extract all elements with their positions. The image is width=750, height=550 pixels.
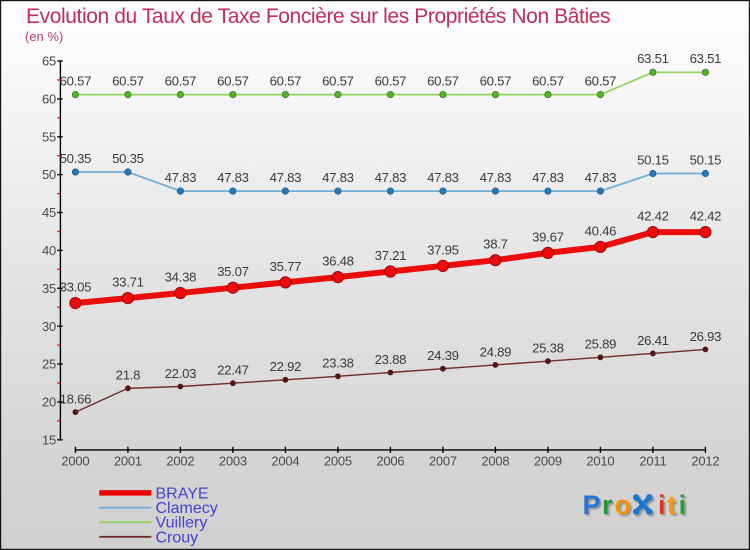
- svg-text:2004: 2004: [271, 454, 299, 469]
- svg-text:47.83: 47.83: [585, 170, 617, 185]
- svg-text:20: 20: [42, 395, 56, 410]
- svg-text:63.51: 63.51: [690, 51, 722, 66]
- svg-text:60.57: 60.57: [112, 74, 144, 89]
- svg-text:37.95: 37.95: [427, 242, 459, 257]
- svg-text:BRAYE: BRAYE: [156, 485, 209, 502]
- svg-text:42.42: 42.42: [637, 209, 669, 224]
- svg-text:Vuillery: Vuillery: [156, 515, 208, 532]
- svg-text:42.42: 42.42: [690, 209, 722, 224]
- svg-text:35: 35: [42, 281, 56, 296]
- svg-text:2005: 2005: [324, 454, 352, 469]
- svg-text:47.83: 47.83: [322, 170, 354, 185]
- svg-text:39.67: 39.67: [532, 229, 564, 244]
- svg-text:47.83: 47.83: [480, 170, 512, 185]
- svg-text:23.38: 23.38: [322, 356, 354, 371]
- svg-text:50.15: 50.15: [637, 152, 669, 167]
- svg-text:15: 15: [42, 432, 56, 447]
- svg-text:38.7: 38.7: [483, 237, 507, 252]
- svg-text:22.03: 22.03: [165, 366, 197, 381]
- svg-text:37.21: 37.21: [375, 248, 407, 263]
- svg-text:60: 60: [42, 92, 56, 107]
- svg-text:25.89: 25.89: [585, 337, 617, 352]
- svg-text:25.38: 25.38: [532, 341, 564, 356]
- svg-text:34.38: 34.38: [165, 269, 197, 284]
- svg-text:2006: 2006: [376, 454, 404, 469]
- svg-text:2003: 2003: [219, 454, 247, 469]
- svg-text:40.46: 40.46: [585, 223, 617, 238]
- svg-text:21.8: 21.8: [116, 368, 140, 383]
- svg-text:35.77: 35.77: [270, 259, 302, 274]
- svg-text:26.41: 26.41: [637, 333, 669, 348]
- svg-text:25: 25: [42, 357, 56, 372]
- svg-text:26.93: 26.93: [690, 329, 722, 344]
- svg-text:18.66: 18.66: [60, 392, 92, 407]
- svg-text:o: o: [615, 490, 632, 520]
- svg-text:2000: 2000: [61, 454, 89, 469]
- svg-text:2002: 2002: [166, 454, 194, 469]
- svg-text:50.15: 50.15: [690, 152, 722, 167]
- svg-text:Clamecy: Clamecy: [156, 500, 218, 517]
- svg-text:22.47: 22.47: [217, 363, 249, 378]
- svg-text:24.39: 24.39: [427, 348, 459, 363]
- svg-text:33.71: 33.71: [112, 275, 144, 290]
- svg-text:63.51: 63.51: [637, 51, 669, 66]
- svg-text:t: t: [667, 490, 676, 520]
- svg-text:2009: 2009: [534, 454, 562, 469]
- svg-text:i: i: [679, 490, 687, 520]
- svg-text:Evolution du Taux de Taxe Fonc: Evolution du Taux de Taxe Foncière sur l…: [26, 5, 610, 28]
- svg-text:2010: 2010: [586, 454, 614, 469]
- svg-text:60.57: 60.57: [480, 74, 512, 89]
- svg-text:47.83: 47.83: [270, 170, 302, 185]
- svg-text:60.57: 60.57: [270, 74, 302, 89]
- svg-text:47.83: 47.83: [165, 170, 197, 185]
- svg-text:2008: 2008: [481, 454, 509, 469]
- svg-text:P: P: [583, 490, 601, 520]
- svg-text:60.57: 60.57: [375, 74, 407, 89]
- svg-text:2007: 2007: [429, 454, 457, 469]
- svg-text:60.57: 60.57: [532, 74, 564, 89]
- svg-text:45: 45: [42, 205, 56, 220]
- svg-text:47.83: 47.83: [427, 170, 459, 185]
- svg-text:24.89: 24.89: [480, 344, 512, 359]
- svg-text:60.57: 60.57: [585, 74, 617, 89]
- svg-text:50.35: 50.35: [112, 151, 144, 166]
- svg-text:33.05: 33.05: [60, 280, 92, 295]
- svg-text:30: 30: [42, 319, 56, 334]
- svg-text:22.92: 22.92: [270, 359, 302, 374]
- svg-text:i: i: [658, 490, 666, 520]
- svg-text:60.57: 60.57: [217, 74, 249, 89]
- svg-text:55: 55: [42, 129, 56, 144]
- svg-text:60.57: 60.57: [427, 74, 459, 89]
- svg-text:60.57: 60.57: [322, 74, 354, 89]
- svg-text:50.35: 50.35: [60, 151, 92, 166]
- svg-text:2001: 2001: [114, 454, 142, 469]
- svg-text:(en %): (en %): [25, 29, 63, 44]
- svg-text:47.83: 47.83: [375, 170, 407, 185]
- svg-text:60.57: 60.57: [60, 74, 92, 89]
- svg-text:50: 50: [42, 167, 56, 182]
- svg-text:47.83: 47.83: [532, 170, 564, 185]
- svg-text:Crouy: Crouy: [156, 529, 199, 546]
- svg-text:35.07: 35.07: [217, 264, 249, 279]
- svg-text:23.88: 23.88: [375, 352, 407, 367]
- svg-text:65: 65: [42, 54, 56, 69]
- svg-text:47.83: 47.83: [217, 170, 249, 185]
- svg-text:40: 40: [42, 243, 56, 258]
- svg-text:2011: 2011: [639, 454, 666, 469]
- svg-text:60.57: 60.57: [165, 74, 197, 89]
- svg-text:2012: 2012: [691, 454, 719, 469]
- svg-text:r: r: [602, 490, 613, 520]
- svg-text:36.48: 36.48: [322, 254, 354, 269]
